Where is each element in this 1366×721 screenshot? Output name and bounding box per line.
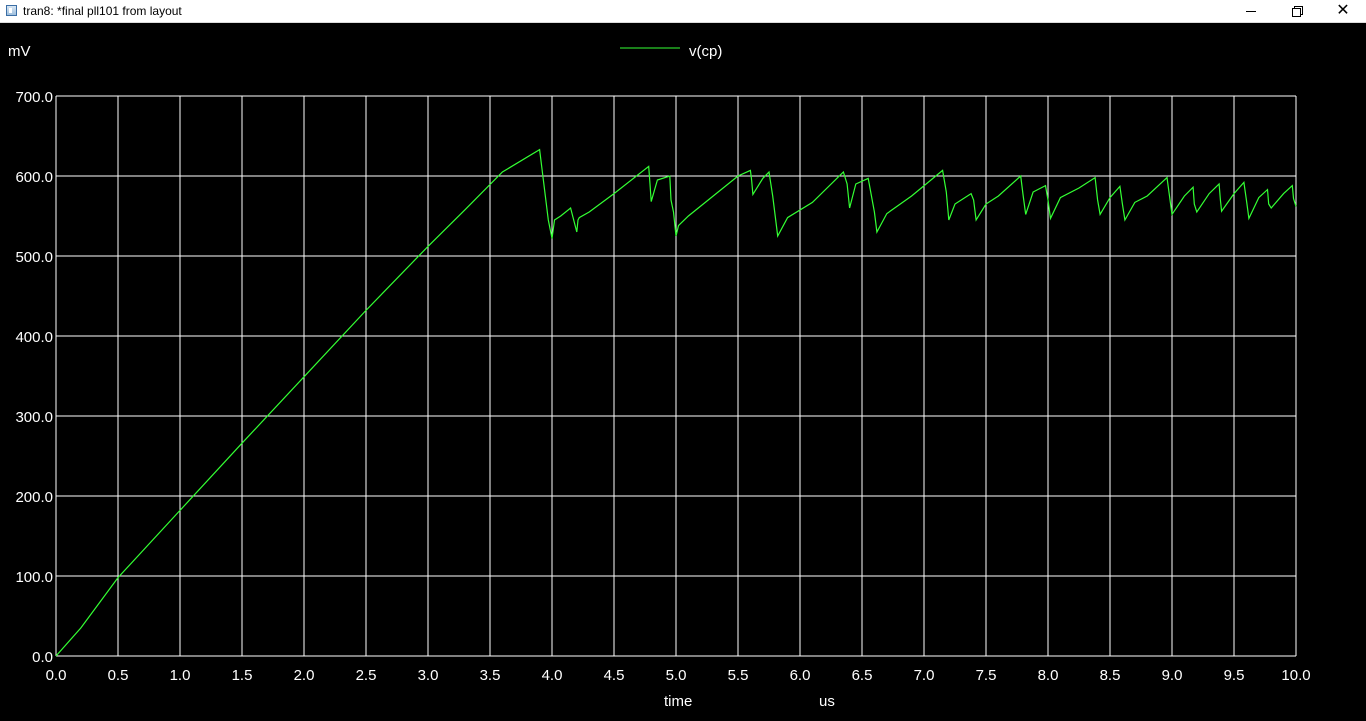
x-tick-label: 5.0 (666, 667, 687, 684)
legend-label-v-cp: v(cp) (689, 43, 722, 60)
legend: v(cp) (620, 43, 722, 60)
x-tick-label: 8.5 (1100, 667, 1121, 684)
x-tick-label: 1.5 (232, 667, 253, 684)
x-tick-label: 3.5 (480, 667, 501, 684)
window-title: tran8: *final pll101 from layout (23, 4, 182, 18)
x-tick-label: 1.0 (170, 667, 191, 684)
x-tick-label: 2.0 (294, 667, 315, 684)
y-tick-label: 600.0 (15, 169, 53, 186)
x-tick-labels: 0.0 0.5 1.0 1.5 2.0 2.5 3.0 3.5 4.0 4.5 5.0 5.5 6.0 6… (46, 667, 1311, 684)
y-tick-label: 500.0 (15, 249, 53, 266)
x-tick-label: 6.5 (852, 667, 873, 684)
grid (55, 95, 1297, 657)
restore-icon (1292, 6, 1303, 17)
x-axis-label: time (664, 693, 692, 710)
x-tick-label: 8.0 (1038, 667, 1059, 684)
x-tick-label: 2.5 (356, 667, 377, 684)
y-tick-label: 300.0 (15, 409, 53, 426)
x-tick-label: 9.0 (1162, 667, 1183, 684)
minimize-icon (1246, 10, 1256, 12)
x-tick-label: 4.0 (542, 667, 563, 684)
x-tick-label: 5.5 (728, 667, 749, 684)
y-tick-label: 0.0 (32, 649, 53, 666)
y-tick-label: 700.0 (15, 89, 53, 106)
x-tick-label: 7.5 (976, 667, 997, 684)
y-tick-label: 400.0 (15, 329, 53, 346)
window-titlebar: tran8: *final pll101 from layout ✕ (0, 0, 1366, 23)
x-tick-label: 10.0 (1281, 667, 1310, 684)
y-unit-label: mV (8, 43, 31, 60)
plot-background (0, 23, 1366, 721)
restore-button[interactable] (1274, 0, 1320, 22)
x-tick-label: 9.5 (1224, 667, 1245, 684)
x-tick-label: 4.5 (604, 667, 625, 684)
y-tick-label: 100.0 (15, 569, 53, 586)
y-tick-labels: 0.0 100.0 200.0 300.0 400.0 500.0 600.0 700.0 (15, 89, 53, 666)
close-button[interactable]: ✕ (1320, 0, 1366, 22)
close-icon: ✕ (1336, 2, 1350, 19)
minimize-button[interactable] (1228, 0, 1274, 22)
x-tick-label: 3.0 (418, 667, 439, 684)
x-tick-label: 0.5 (108, 667, 129, 684)
x-tick-label: 7.0 (914, 667, 935, 684)
y-tick-label: 200.0 (15, 489, 53, 506)
series-line-v-cp (55, 148, 1297, 657)
x-unit-label: us (819, 693, 835, 710)
chart-svg: 0.0 0.5 1.0 1.5 2.0 2.5 3.0 3.5 4.0 4.5 5.0 5.5 6.0 6… (0, 23, 1366, 721)
x-tick-label: 6.0 (790, 667, 811, 684)
app-icon (6, 5, 17, 16)
x-tick-label: 0.0 (46, 667, 67, 684)
